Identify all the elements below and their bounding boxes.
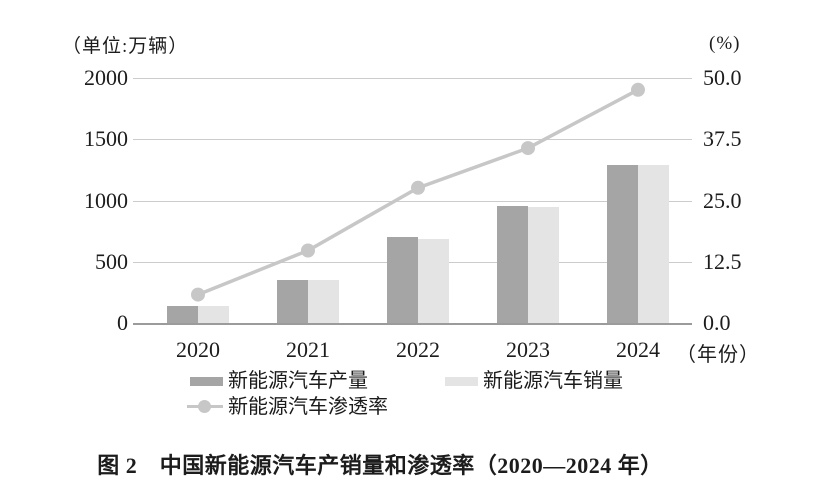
legend-sales-swatch [445,377,478,386]
left-axis-tick-label: 1500 [84,126,128,152]
production-bar [607,165,638,323]
legend-production-swatch [190,377,223,386]
legend-production-label: 新能源汽车产量 [228,370,368,392]
gridline [133,78,692,79]
right-axis-tick-label: 50.0 [703,65,742,90]
production-bar [387,236,418,323]
sales-bar [638,165,669,323]
right-axis-tick-label: 0.0 [703,310,731,335]
penetration-point [631,82,645,97]
right-axis-unit-label: (%) [709,33,741,54]
penetration-point [191,287,205,302]
plot-area [133,78,692,325]
production-bar [497,205,528,323]
left-axis-tick-label: 1000 [84,187,128,213]
sales-bar [198,306,229,323]
sales-bar [418,238,449,323]
legend-dot-icon [198,400,211,413]
penetration-point [301,243,315,258]
sales-bar [308,279,339,323]
x-axis-tick-label: 2021 [286,337,330,362]
penetration-line-layer [191,82,645,302]
figure-caption: 图 2 中国新能源汽车产销量和渗透率（2020—2024 年） [97,453,663,478]
left-axis-unit-label: （单位:万辆） [62,36,189,57]
penetration-point [521,141,535,156]
production-bar [277,279,308,323]
production-bar [167,306,198,323]
gridline [133,200,692,202]
left-axis-tick-label: 2000 [84,65,128,90]
x-axis-tick-label: 2022 [396,337,440,362]
legend-penetration-swatch [187,399,223,414]
x-axis-suffix-label: （年份） [676,344,760,366]
penetration-point [411,180,425,195]
left-axis-tick-label: 500 [95,248,128,274]
right-axis-tick-label: 37.5 [703,126,742,152]
x-axis-tick-label: 2024 [616,337,660,362]
right-axis-tick-label: 25.0 [703,187,742,213]
x-axis-tick-label: 2020 [176,337,220,362]
gridline [133,139,692,141]
x-axis-tick-label: 2023 [506,337,550,362]
legend-sales-label: 新能源汽车销量 [483,370,623,392]
left-axis-tick-label: 0 [117,310,128,335]
sales-bar [528,206,559,323]
right-axis-tick-label: 12.5 [703,248,742,274]
legend-penetration-label: 新能源汽车渗透率 [228,396,388,418]
